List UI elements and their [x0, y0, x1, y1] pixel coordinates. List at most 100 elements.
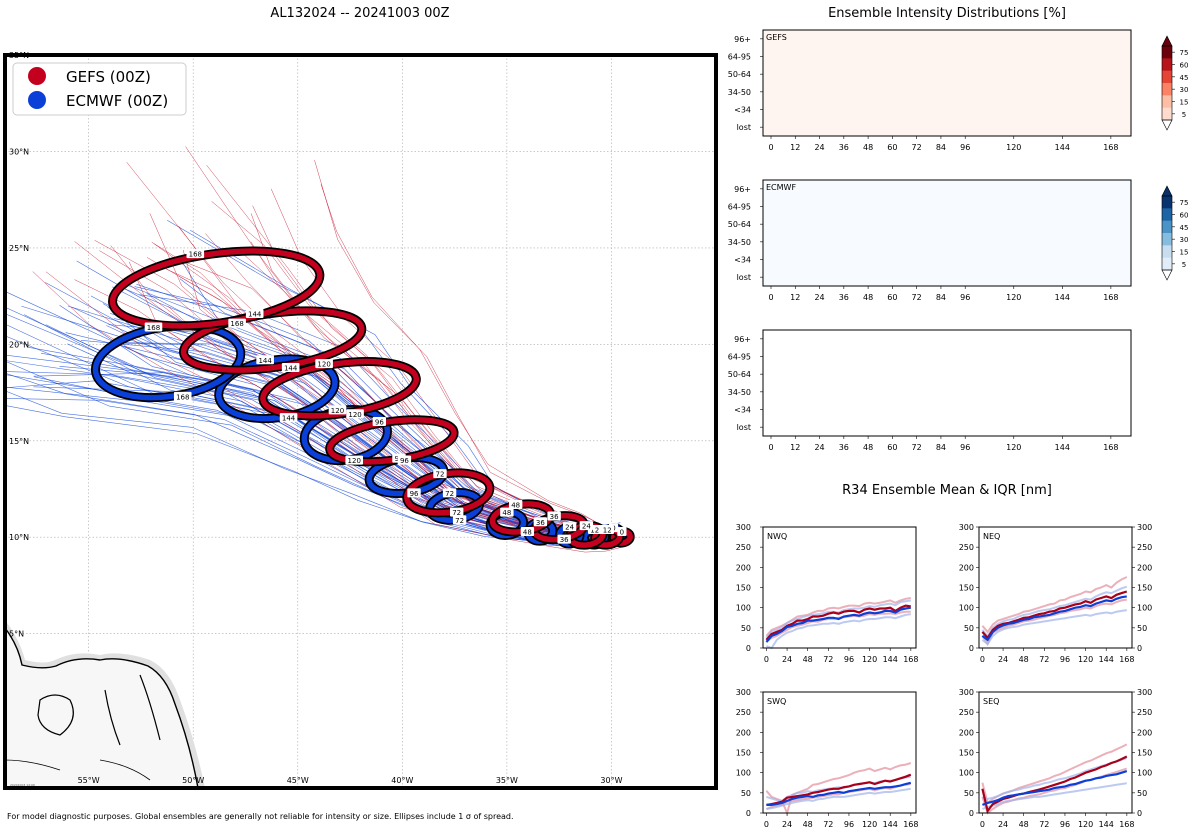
x-tick-label: 120 [1078, 655, 1093, 664]
map-title: AL132024 -- 20241003 00Z [270, 6, 449, 21]
colorbar-tick-label: 5 [1182, 111, 1186, 119]
y-tick-label: 50 [964, 624, 974, 633]
x-tick-label: 144 [1055, 443, 1070, 452]
y-tick-label: 150 [959, 584, 974, 593]
ellipse-label-bg [442, 488, 457, 498]
ecmwf-mean-line [982, 770, 1128, 806]
ellipse-label-bg [372, 417, 387, 426]
gefs-ellipse-hour-label: 48 [511, 501, 520, 509]
y-tick-label: 50 [964, 789, 974, 798]
x-tick-label: 84 [936, 143, 946, 152]
map-stamp: 20241003 14:06 [10, 783, 35, 787]
x-tick-label: 24 [998, 820, 1008, 829]
gefs-ellipse-hour-label: 36 [550, 513, 559, 521]
gefs-ellipse-hour-label: 120 [348, 411, 361, 419]
colorbar-tick-label: 60 [1180, 62, 1189, 70]
x-tick-label: 0 [768, 443, 773, 452]
ecmwf-ellipse-hour-label: 120 [348, 457, 361, 465]
ecmwf-ellipse-hour-label: 120 [331, 407, 344, 415]
ellipse-label-bg [520, 526, 535, 536]
x-tick-label: 48 [803, 820, 813, 829]
row-label: 34-50 [728, 238, 751, 247]
x-tick-label: 144 [1099, 655, 1114, 664]
ellipse-label-bg [397, 455, 412, 465]
y-tick-label: 300 [959, 523, 974, 532]
ecmwf-ellipse-hour-label: 36 [536, 519, 545, 527]
ellipse-label-bg [186, 249, 205, 259]
gefs-ellipse-hour-label: 96 [375, 419, 384, 427]
heatmap-frame [762, 179, 1132, 287]
lat-tick-label: 35°N [9, 51, 29, 60]
row-label: 34-50 [728, 88, 751, 97]
gefs-p25-line [981, 598, 1127, 647]
ecmwf-p75-line [765, 599, 911, 639]
row-label: 96+ [734, 335, 751, 344]
x-tick-label: 24 [814, 443, 824, 452]
y-tick-label: 250 [736, 543, 751, 552]
ellipse-label-bg [533, 517, 548, 527]
colorbar-extend-top [1161, 35, 1173, 47]
map-legend: GEFS (00Z) ECMWF (00Z) [12, 62, 187, 116]
ellipse-label-bg [245, 308, 264, 318]
x-tick-label: 72 [1039, 820, 1049, 829]
x-tick-label: 72 [823, 820, 833, 829]
lat-tick-label: 30°N [9, 147, 29, 156]
ecmwf-ellipse-hour-label: 144 [258, 357, 272, 365]
x-tick-label: 144 [1099, 820, 1114, 829]
ellipse-label-bg [600, 525, 614, 535]
intensity-panels: 5 15 30 45 60 75 GEFS 96+ 64-95 50-64 34-50 <34 lost… [728, 29, 1189, 452]
y-tick-label: 100 [1137, 769, 1152, 778]
r34-quadrant-label: SWQ [767, 697, 786, 706]
gefs-p75-line [981, 576, 1128, 634]
y-tick-label: 200 [1137, 728, 1152, 737]
y-tick-label: 250 [959, 708, 974, 717]
ecmwf-ellipse-hour-label: 72 [445, 490, 454, 498]
x-tick-label: 168 [1119, 655, 1134, 664]
r34-panel: SWQ 0 50 100 150 200 250 300 0 24 48 72 96 120 144 168 [736, 688, 919, 829]
x-tick-label: 120 [1006, 143, 1021, 152]
r34-quadrant-label: SEQ [983, 697, 999, 706]
row-label: 50-64 [728, 220, 751, 229]
legend-box [12, 62, 187, 116]
row-label: 64-95 [728, 203, 751, 212]
y-tick-label: 0 [746, 809, 751, 818]
gefs-ellipse-hour-label: 36 [560, 536, 569, 544]
ellipse-label-bg [508, 499, 523, 509]
gefs-ellipse-hour-label: 0 [620, 528, 624, 536]
ecmwf-mean-line [766, 781, 912, 806]
colorbar-segment [1162, 196, 1172, 209]
ellipse-label-bg [562, 522, 577, 532]
ecmwf-mean-line [765, 606, 911, 643]
ellipse-label-bg [617, 526, 627, 536]
colorbar-segment [1162, 220, 1172, 234]
ellipse-label-bg [315, 359, 333, 369]
y-tick-label: 100 [1137, 604, 1152, 613]
colorbar-tick-label: 15 [1180, 99, 1189, 107]
y-tick-label: 100 [736, 604, 751, 613]
x-tick-label: 60 [887, 293, 897, 302]
gefs-member-track [45, 271, 622, 553]
y-tick-label: 250 [1137, 543, 1152, 552]
y-tick-label: 50 [1137, 624, 1147, 633]
x-tick-label: 168 [1103, 293, 1118, 302]
row-label: <34 [734, 256, 751, 265]
colorbar-tick-label: 75 [1180, 199, 1189, 207]
row-label: <34 [734, 106, 751, 115]
x-tick-label: 120 [1006, 293, 1021, 302]
colorbar-tick-label: 75 [1180, 49, 1189, 57]
y-tick-label: 50 [741, 624, 751, 633]
gefs-ellipse-hour-label: 24 [582, 523, 591, 531]
y-tick-label: 50 [741, 789, 751, 798]
y-tick-label: 0 [1137, 809, 1142, 818]
x-tick-label: 72 [823, 655, 833, 664]
r34-quadrant-label: NEQ [983, 532, 1000, 541]
gefs-ellipse-hour-label: 168 [189, 251, 202, 259]
ellipse-label-bg [256, 355, 274, 365]
lon-tick-label: 30°W [600, 776, 622, 785]
y-tick-label: 300 [736, 688, 751, 697]
x-tick-label: 0 [764, 655, 769, 664]
colorbar-segment [1162, 257, 1172, 271]
uncertainty-ellipses: 0122436487272969612012014414416816801224… [90, 246, 635, 550]
heatmap-frame [762, 29, 1132, 137]
